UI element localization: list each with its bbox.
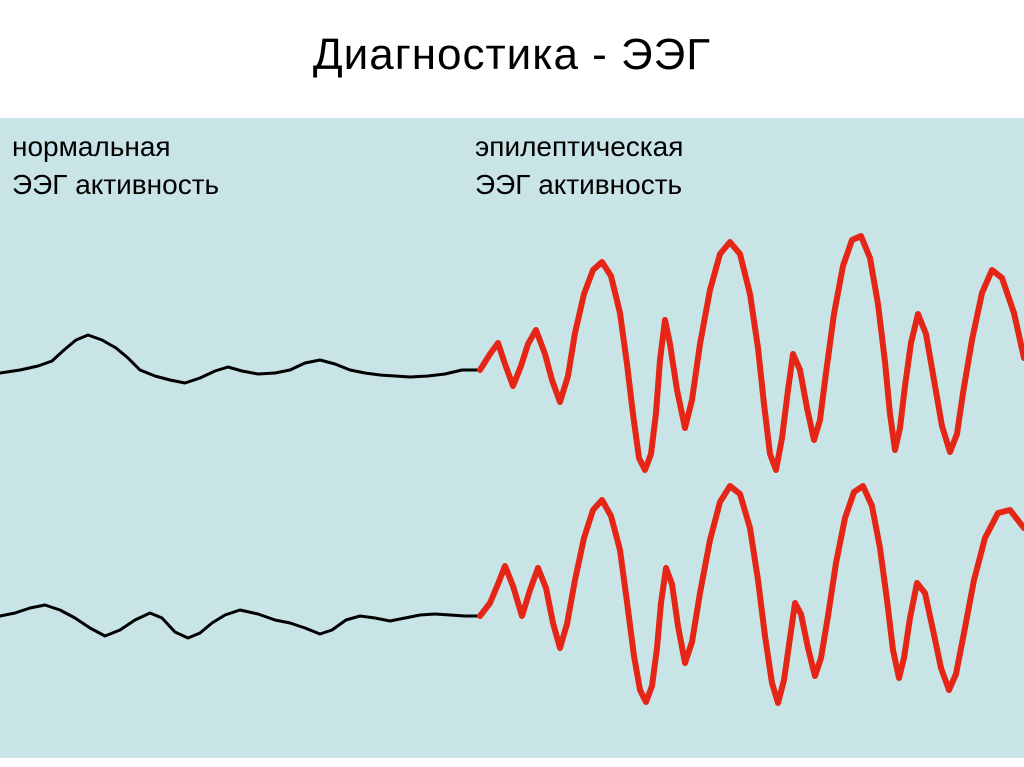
epileptic-eeg-trace-1 (480, 236, 1024, 470)
normal-eeg-trace-1 (0, 335, 480, 383)
eeg-chart: нормальная ЭЭГ активность эпилептическая… (0, 118, 1024, 758)
page-title: Диагностика - ЭЭГ (0, 0, 1024, 80)
epileptic-eeg-trace-2 (480, 486, 1024, 703)
eeg-traces-svg (0, 118, 1024, 758)
normal-eeg-trace-2 (0, 605, 480, 638)
